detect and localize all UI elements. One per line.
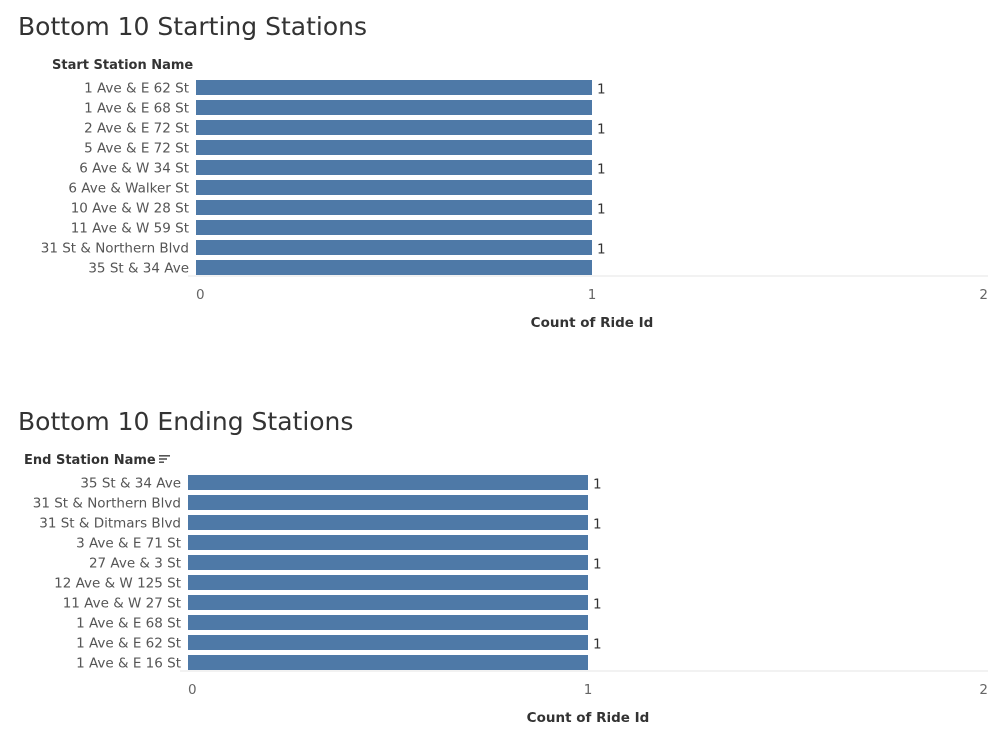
chart-1-title: Bottom 10 Starting Stations [18, 12, 367, 41]
data-label: 1 [597, 82, 606, 98]
data-label: 1 [597, 162, 606, 178]
x-axis-title[interactable]: Count of Ride Id [527, 710, 650, 726]
bar[interactable] [188, 615, 588, 630]
sort-descending-icon[interactable] [158, 453, 170, 468]
x-tick-label: 0 [196, 287, 205, 303]
chart-1-plot: 1 Ave & E 62 St 1 1 Ave & E 68 St 2 Ave & E… [41, 80, 988, 331]
bar[interactable] [188, 655, 588, 670]
x-axis-title[interactable]: Count of Ride Id [531, 315, 654, 331]
category-label[interactable]: 1 Ave & E 68 St [76, 616, 181, 632]
category-label[interactable]: 10 Ave & W 28 St [71, 201, 189, 217]
bar[interactable] [196, 160, 592, 175]
bar[interactable] [188, 595, 588, 610]
data-label: 1 [593, 477, 602, 493]
category-label[interactable]: 31 St & Northern Blvd [41, 241, 189, 257]
category-label[interactable]: 3 Ave & E 71 St [76, 536, 181, 552]
bar[interactable] [188, 495, 588, 510]
x-tick-label: 2 [979, 287, 988, 303]
category-label[interactable]: 31 St & Northern Blvd [33, 496, 181, 512]
bar[interactable] [196, 220, 592, 235]
category-label[interactable]: 2 Ave & E 72 St [84, 121, 189, 137]
x-tick-label: 2 [979, 682, 988, 698]
data-label: 1 [593, 557, 602, 573]
bar[interactable] [196, 120, 592, 135]
category-label[interactable]: 27 Ave & 3 St [89, 556, 181, 572]
bar[interactable] [196, 200, 592, 215]
bar[interactable] [196, 100, 592, 115]
bar[interactable] [196, 240, 592, 255]
category-label[interactable]: 11 Ave & W 59 St [71, 221, 189, 237]
category-label[interactable]: 11 Ave & W 27 St [63, 596, 181, 612]
chart-2-title: Bottom 10 Ending Stations [18, 407, 354, 436]
bar[interactable] [188, 555, 588, 570]
category-label[interactable]: 35 St & 34 Ave [88, 261, 189, 277]
data-label: 1 [593, 517, 602, 533]
chart-2-row-header-label: End Station Name [24, 453, 156, 468]
bar[interactable] [196, 260, 592, 275]
bar[interactable] [196, 180, 592, 195]
chart-1-row-header[interactable]: Start Station Name [52, 58, 194, 73]
category-label[interactable]: 1 Ave & E 62 St [84, 81, 189, 97]
x-tick-label: 1 [588, 287, 597, 303]
category-label[interactable]: 31 St & Ditmars Blvd [39, 516, 181, 532]
chart-2-row-header[interactable]: End Station Name [24, 453, 170, 468]
x-tick-label: 1 [584, 682, 593, 698]
bar[interactable] [196, 140, 592, 155]
category-label[interactable]: 1 Ave & E 68 St [84, 101, 189, 117]
category-label[interactable]: 1 Ave & E 16 St [76, 656, 181, 672]
bar[interactable] [196, 80, 592, 95]
data-label: 1 [593, 637, 602, 653]
bar[interactable] [188, 575, 588, 590]
category-label[interactable]: 1 Ave & E 62 St [76, 636, 181, 652]
bar[interactable] [188, 515, 588, 530]
bar[interactable] [188, 635, 588, 650]
category-label[interactable]: 5 Ave & E 72 St [84, 141, 189, 157]
category-label[interactable]: 6 Ave & Walker St [68, 181, 189, 197]
category-label[interactable]: 35 St & 34 Ave [80, 476, 181, 492]
data-label: 1 [593, 597, 602, 613]
data-label: 1 [597, 242, 606, 258]
data-label: 1 [597, 122, 606, 138]
bar[interactable] [188, 535, 588, 550]
data-label: 1 [597, 202, 606, 218]
chart-2-plot: 35 St & 34 Ave 1 31 St & Northern Blvd 31 S… [33, 475, 988, 726]
bar[interactable] [188, 475, 588, 490]
category-label[interactable]: 6 Ave & W 34 St [79, 161, 189, 177]
category-label[interactable]: 12 Ave & W 125 St [54, 576, 181, 592]
x-tick-label: 0 [188, 682, 197, 698]
